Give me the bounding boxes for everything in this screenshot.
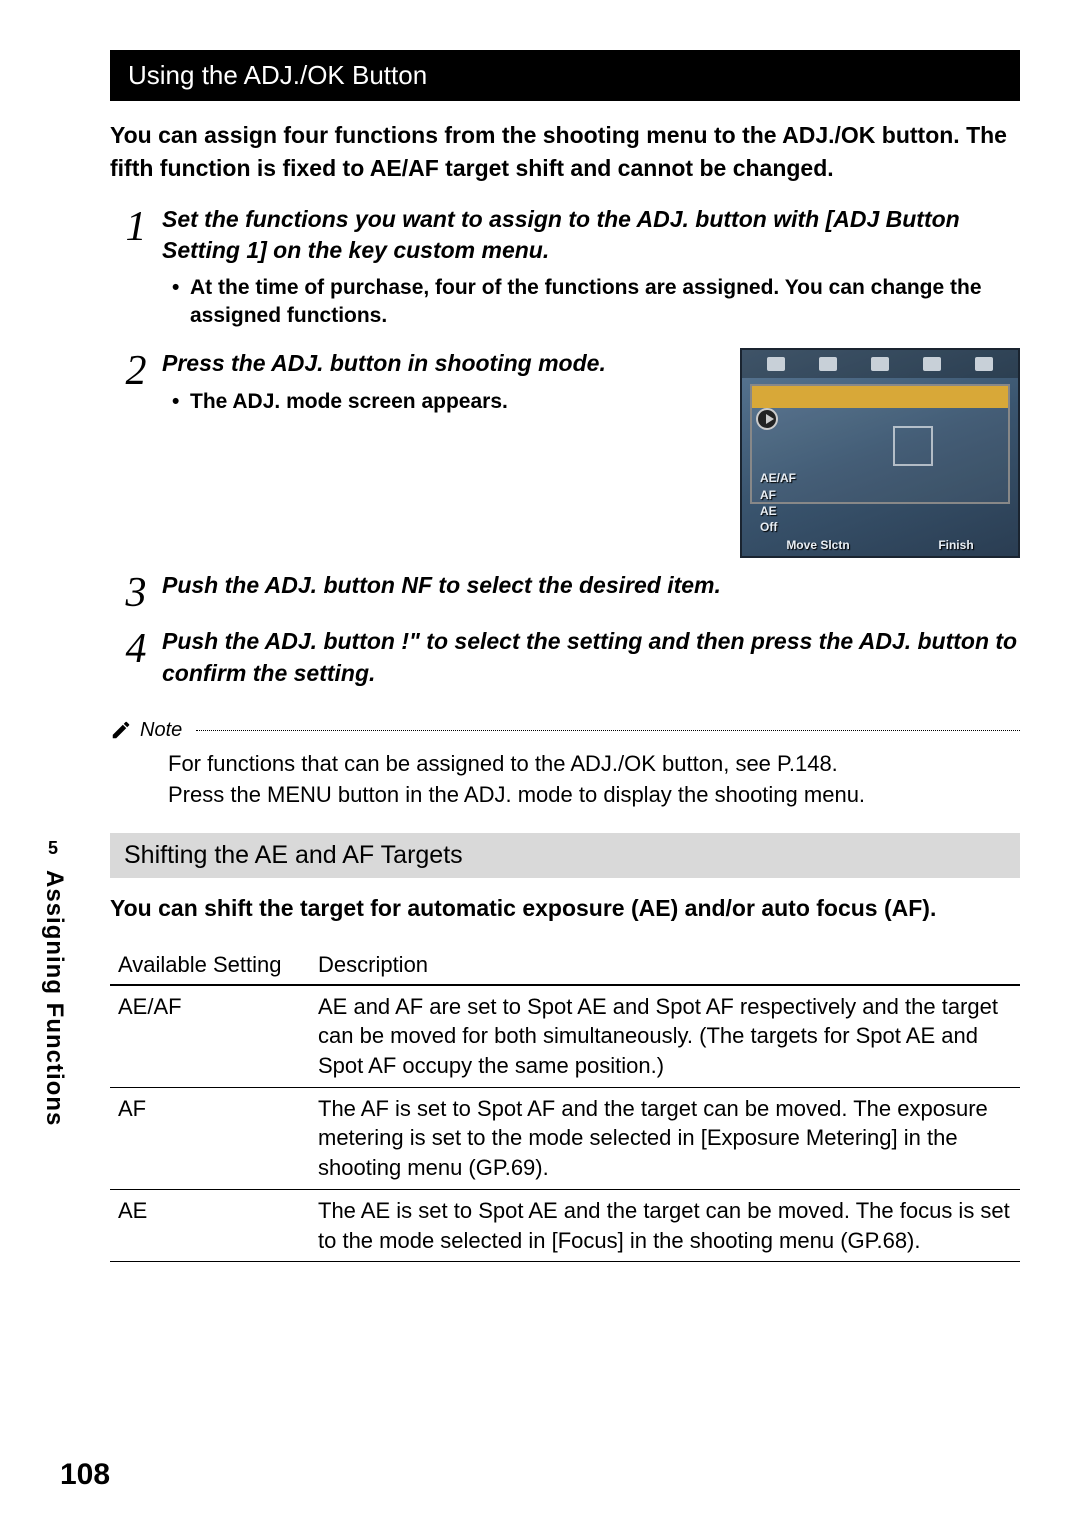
lcd-labels: AE/AF AF AE Off — [760, 470, 796, 535]
section-header-black: Using the ADJ./OK Button — [110, 50, 1020, 101]
step-number: 3 — [110, 570, 162, 614]
note-label: Note — [140, 719, 182, 742]
table-header: Available Setting — [110, 946, 310, 985]
section-header-gray: Shifting the AE and AF Targets — [110, 833, 1020, 878]
lcd-preview: AE/AF AF AE Off Move Slctn Finish — [740, 348, 1020, 558]
note-line: Press the MENU button in the ADJ. mode t… — [168, 779, 1020, 811]
section1-intro: You can assign four functions from the s… — [110, 119, 1020, 186]
note-line: For functions that can be assigned to th… — [168, 748, 1020, 780]
settings-table: Available Setting Description AE/AFAE an… — [110, 946, 1020, 1263]
lcd-bottom-right: Finish — [938, 538, 973, 552]
table-row: AE/AFAE and AF are set to Spot AE and Sp… — [110, 985, 1020, 1088]
step-4: 4 Push the ADJ. button !" to select the … — [110, 626, 1020, 696]
step-title: Press the ADJ. button in shooting mode. — [162, 348, 720, 379]
table-row: AFThe AF is set to Spot AF and the targe… — [110, 1087, 1020, 1189]
table-row: AEThe AE is set to Spot AE and the targe… — [110, 1189, 1020, 1261]
step-number: 4 — [110, 626, 162, 696]
chapter-number: 5 — [40, 838, 66, 864]
step-title: Push the ADJ. button NF to select the de… — [162, 570, 1020, 601]
step-bullet-text: At the time of purchase, four of the fun… — [190, 274, 1020, 331]
lcd-bottom-left: Move Slctn — [786, 538, 849, 552]
step-number: 2 — [110, 348, 162, 558]
page-number: 108 — [60, 1458, 110, 1492]
table-header: Description — [310, 946, 1020, 985]
step-bullet: • The ADJ. mode screen appears. — [172, 388, 720, 416]
section2-intro: You can shift the target for automatic e… — [110, 892, 1020, 925]
step-bullet: • At the time of purchase, four of the f… — [172, 274, 1020, 331]
step-title: Set the functions you want to assign to … — [162, 204, 1020, 266]
pencil-icon — [110, 719, 132, 741]
step-title: Push the ADJ. button !" to select the se… — [162, 626, 1020, 688]
step-bullet-text: The ADJ. mode screen appears. — [190, 388, 508, 416]
step-number: 1 — [110, 204, 162, 337]
step-3: 3 Push the ADJ. button NF to select the … — [110, 570, 1020, 614]
step-2: 2 Press the ADJ. button in shooting mode… — [110, 348, 1020, 558]
chapter-label: Assigning Functions — [40, 870, 68, 1126]
step-1: 1 Set the functions you want to assign t… — [110, 204, 1020, 337]
note-block: Note For functions that can be assigned … — [110, 719, 1020, 812]
